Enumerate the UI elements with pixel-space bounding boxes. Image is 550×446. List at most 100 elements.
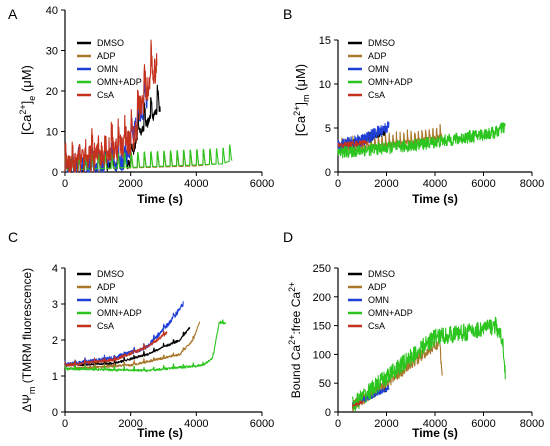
x-tick-label: 4000 xyxy=(423,178,447,190)
axes-b: 0 2000 4000 6000 8000 0 5 10 15 xyxy=(319,35,544,190)
y-tick-label: 0 xyxy=(52,407,58,419)
axes-c: 0 2000 4000 6000 0 1 2 3 4 xyxy=(52,263,274,430)
panel-a-ylabel-bracket: ] xyxy=(19,101,34,105)
legend-label: ADP xyxy=(97,51,116,61)
legend-item-dmso: DMSO xyxy=(77,269,124,279)
x-tick-label: 0 xyxy=(62,178,68,190)
series-line-omn-plus-adp xyxy=(352,316,506,412)
legend-item-csa: CsA xyxy=(77,321,114,331)
y-tick-label: 5 xyxy=(325,123,331,135)
panel-d-ylabel-base: Bound Ca xyxy=(289,345,303,399)
panel-c-ylabel: ΔΨm (TMRM fluorescence) xyxy=(20,268,37,412)
legend-label: CsA xyxy=(368,321,385,331)
axes-d: 0 2000 4000 6000 8000 0 50 100 150 200 250 xyxy=(313,263,545,430)
y-tick-label: 0 xyxy=(325,407,331,419)
panel-c-xlabel: Time (s) xyxy=(137,426,183,440)
series-line-csa xyxy=(337,139,368,148)
legend-label: OMN+ADP xyxy=(97,77,142,87)
y-tick-label: 15 xyxy=(319,35,331,47)
y-tick-label: 50 xyxy=(319,378,331,390)
panel-c-ylabel-base: ΔΨ xyxy=(20,394,34,412)
x-tick-label: 8000 xyxy=(520,178,544,190)
panel-c-letter: C xyxy=(8,229,18,245)
legend-label: ADP xyxy=(368,51,387,61)
legend-item-adp: ADP xyxy=(348,51,387,61)
panel-d-ylabel-sup2: 2+ xyxy=(287,282,297,292)
panel-a-legend: DMSO ADP OMN OMN+ADP CsA xyxy=(77,38,142,100)
panel-a-ylabel: [Ca2+]e (μM) xyxy=(18,65,37,135)
y-tick-label: 0 xyxy=(325,167,331,179)
y-tick-label: 150 xyxy=(313,321,331,333)
panel-c-ylabel-sub: m xyxy=(27,387,37,395)
y-tick-label: 200 xyxy=(313,292,331,304)
panel-d-ylabel-mid: :free Ca xyxy=(289,292,303,335)
panel-d-plot: 0 2000 4000 6000 8000 0 50 100 150 200 250 xyxy=(313,263,545,430)
legend-label: DMSO xyxy=(368,269,395,279)
svg-text:ΔΨm (TMRM fluorescence): ΔΨm (TMRM fluorescence) xyxy=(20,268,37,412)
series-line-omn-plus-adp xyxy=(337,122,506,159)
series-line-omn-plus-adp xyxy=(64,319,227,373)
panel-a-letter: A xyxy=(8,6,18,22)
legend-item-dmso: DMSO xyxy=(348,38,395,48)
legend-label: ADP xyxy=(368,282,387,292)
y-tick-label: 10 xyxy=(46,127,58,139)
legend-item-csa: CsA xyxy=(77,90,114,100)
panel-d-xlabel: Time (s) xyxy=(412,426,458,440)
y-tick-label: 3 xyxy=(52,299,58,311)
series-line-adp xyxy=(64,321,201,371)
panel-b-ylabel-sup: 2+ xyxy=(292,106,302,116)
panel-a-ylabel-sup: 2+ xyxy=(18,104,28,114)
panel-b-ylabel-sub: m xyxy=(301,94,311,102)
panel-a-ylabel-base: [Ca xyxy=(19,114,34,135)
panel-b-letter: B xyxy=(283,6,292,22)
legend-label: CsA xyxy=(368,90,385,100)
legend-item-dmso: DMSO xyxy=(77,38,124,48)
legend-item-adp: ADP xyxy=(77,282,116,292)
legend-label: OMN xyxy=(368,64,389,74)
x-tick-label: 4000 xyxy=(184,178,208,190)
panel-b-ylabel: [Ca2+]m (μM) xyxy=(292,64,311,136)
panel-b-legend: DMSO ADP OMN OMN+ADP CsA xyxy=(348,38,413,100)
x-tick-label: 6000 xyxy=(250,418,274,430)
svg-text:[Ca2+]e (μM): [Ca2+]e (μM) xyxy=(18,65,37,135)
x-tick-label: 0 xyxy=(62,418,68,430)
x-tick-label: 2000 xyxy=(118,178,142,190)
legend-item-omn-plus-adp: OMN+ADP xyxy=(77,308,142,318)
panel-a-xlabel: Time (s) xyxy=(137,192,183,206)
legend-label: OMN+ADP xyxy=(368,77,413,87)
series-line-csa xyxy=(64,39,158,173)
panel-a-ylabel-unit: (μM) xyxy=(19,65,34,96)
legend-label: CsA xyxy=(97,90,114,100)
series-line-csa xyxy=(64,330,168,367)
legend-label: OMN+ADP xyxy=(97,308,142,318)
panel-c: C ΔΨm (TMRM fluorescence) 0 2000 4000 60000… xyxy=(8,229,274,440)
panel-a: A [Ca2+]e (μM) 0 2000 4000 6000 0 10 20 30 40 DM… xyxy=(8,5,274,206)
legend-label: DMSO xyxy=(368,38,395,48)
x-tick-label: 0 xyxy=(335,178,341,190)
panel-c-legend: DMSO ADP OMN OMN+ADP CsA xyxy=(77,269,142,331)
panel-a-plot: 0 2000 4000 6000 0 10 20 30 40 xyxy=(46,5,274,190)
x-tick-label: 6000 xyxy=(471,178,495,190)
x-tick-label: 2000 xyxy=(374,178,398,190)
x-tick-label: 4000 xyxy=(423,418,447,430)
y-tick-label: 250 xyxy=(313,263,331,275)
legend-item-omn: OMN xyxy=(348,295,389,305)
legend-item-adp: ADP xyxy=(77,51,116,61)
panel-d: D Bound Ca2+:free Ca2+ 0 2000 4000 6000 8000… xyxy=(283,229,544,440)
x-tick-label: 8000 xyxy=(520,418,544,430)
x-tick-label: 2000 xyxy=(118,418,142,430)
panel-b-xlabel: Time (s) xyxy=(412,192,458,206)
legend-item-csa: CsA xyxy=(348,321,385,331)
panel-d-ylabel: Bound Ca2+:free Ca2+ xyxy=(287,282,303,399)
legend-label: DMSO xyxy=(97,38,124,48)
legend-label: OMN xyxy=(97,64,118,74)
y-tick-label: 2 xyxy=(52,335,58,347)
axes-a: 0 2000 4000 6000 0 10 20 30 40 xyxy=(46,5,274,190)
y-tick-label: 20 xyxy=(46,86,58,98)
panel-c-plot: 0 2000 4000 6000 0 1 2 3 4 xyxy=(52,263,274,430)
legend-item-omn-plus-adp: OMN+ADP xyxy=(348,308,413,318)
panel-d-letter: D xyxy=(283,229,293,245)
x-tick-label: 6000 xyxy=(250,178,274,190)
y-tick-label: 0 xyxy=(52,167,58,179)
